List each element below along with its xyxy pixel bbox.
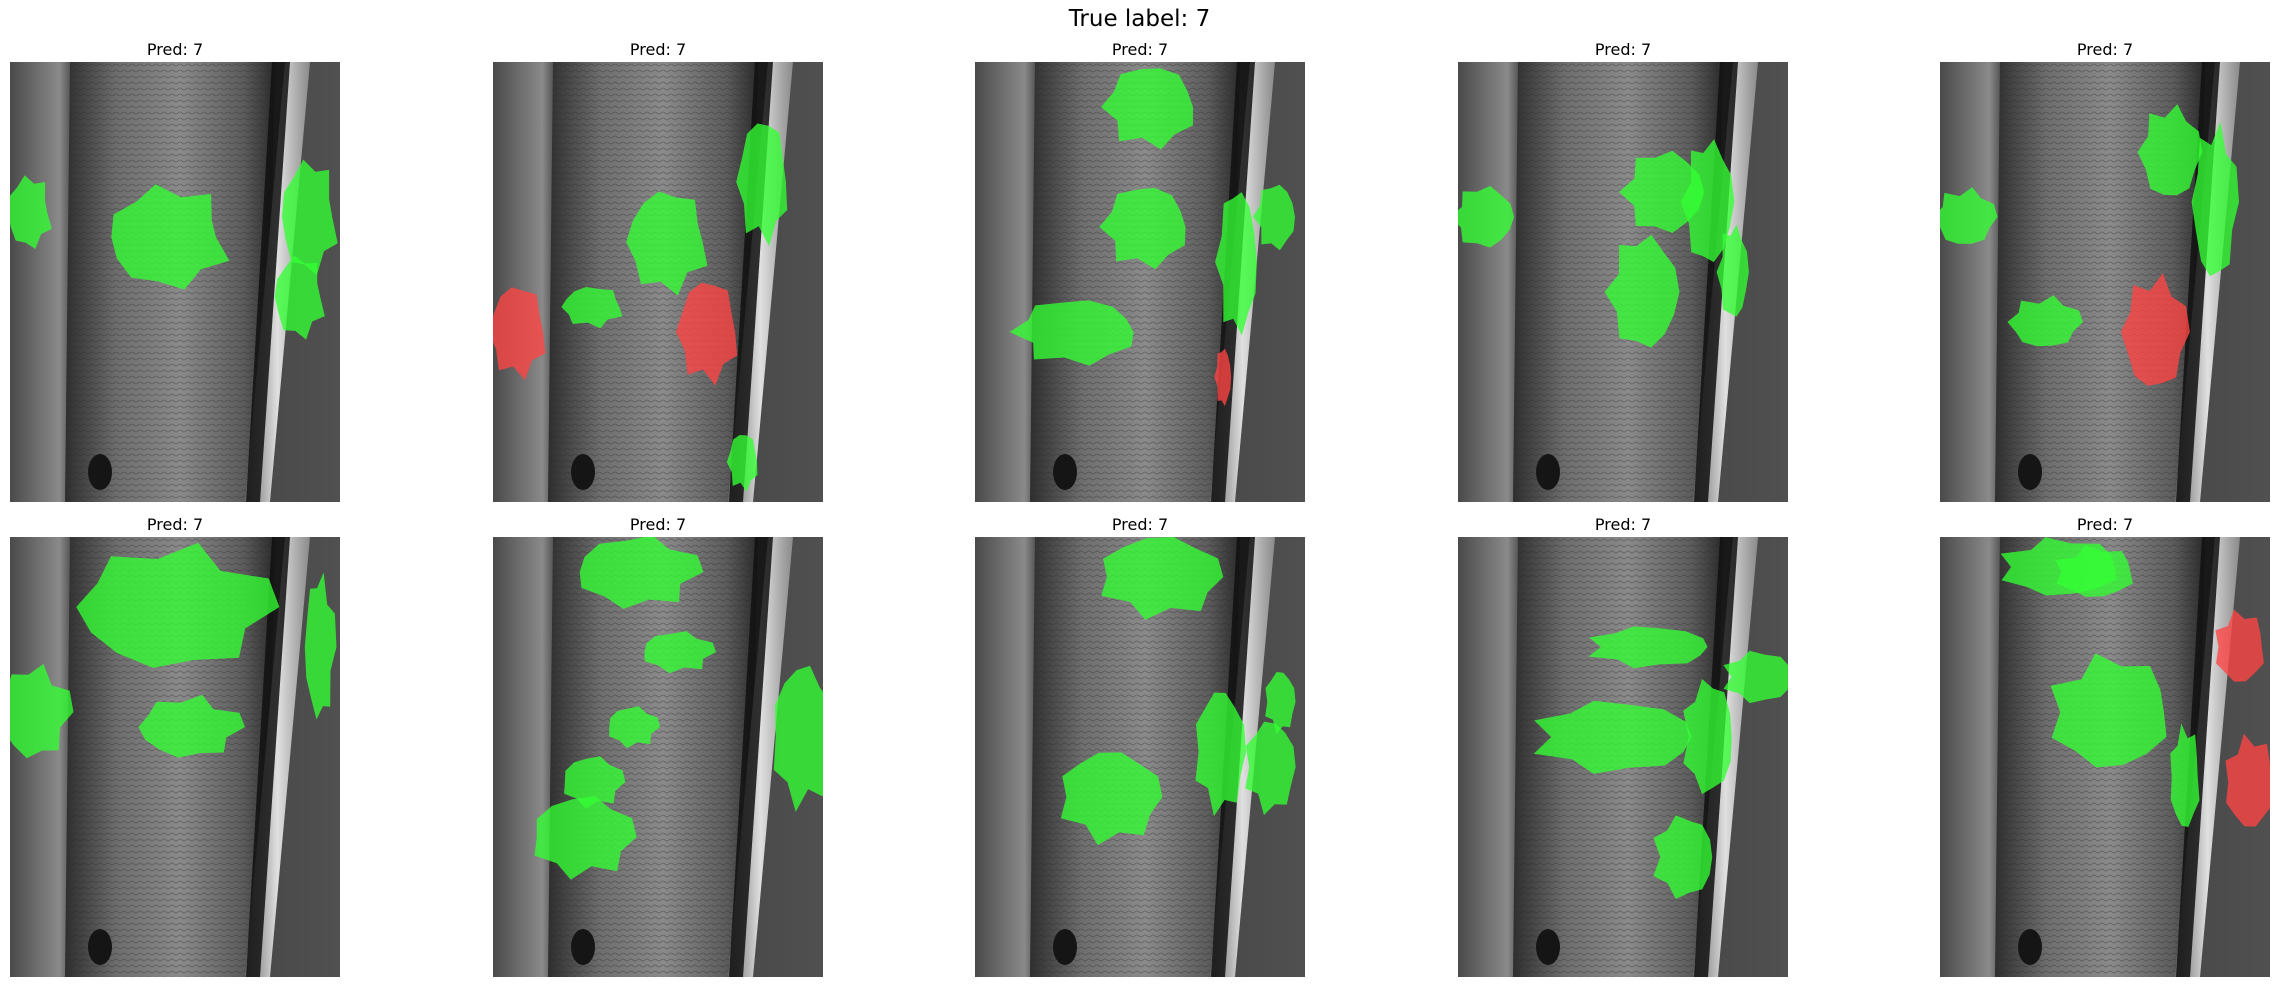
positive-overlay-region: [1215, 192, 1257, 336]
panel-title: Pred: 7: [1111, 515, 1169, 534]
bark-knot: [1536, 454, 1560, 490]
panel-title: Pred: 7: [1594, 40, 1652, 59]
positive-overlay-region: [1060, 752, 1163, 846]
positive-overlay-region: [2050, 653, 2167, 768]
positive-overlay-region: [1619, 150, 1705, 233]
bark-photo: [975, 62, 1305, 502]
image-panel: Pred: 7: [493, 515, 823, 977]
bark-knot: [88, 454, 112, 490]
positive-overlay-region: [609, 706, 661, 749]
pole-shadow: [729, 537, 773, 977]
image-panel: Pred: 7: [975, 515, 1305, 977]
positive-overlay-region: [1683, 679, 1732, 795]
bark-texture: [548, 537, 758, 977]
image-panel: Pred: 7: [10, 515, 340, 977]
bark-knot: [88, 929, 112, 965]
image-panel: Pred: 7: [10, 40, 340, 502]
bark-photo: [1940, 62, 2270, 502]
positive-overlay-region: [773, 665, 823, 812]
image-panel: Pred: 7: [493, 40, 823, 502]
positive-overlay-region: [626, 191, 708, 296]
positive-overlay-region: [1458, 185, 1515, 248]
positive-overlay-region: [1099, 187, 1186, 270]
positive-overlay-region: [1533, 700, 1692, 774]
panel-title: Pred: 7: [146, 40, 204, 59]
positive-overlay-region: [736, 123, 788, 247]
positive-overlay-region: [579, 537, 704, 609]
pole-shadow: [246, 537, 290, 977]
positive-overlay-region: [1680, 139, 1735, 263]
panel-title: Pred: 7: [629, 40, 687, 59]
positive-overlay-region: [1265, 672, 1296, 735]
positive-overlay-region: [10, 663, 74, 759]
panel-title: Pred: 7: [2076, 515, 2134, 534]
positive-overlay-region: [644, 631, 717, 674]
bark-photo: [1458, 62, 1788, 502]
positive-overlay-region: [274, 255, 325, 340]
panel-title: Pred: 7: [2076, 40, 2134, 59]
positive-overlay-region: [111, 184, 230, 290]
panel-title: Pred: 7: [629, 515, 687, 534]
positive-overlay-region: [76, 542, 280, 668]
positive-overlay-region: [1723, 650, 1788, 704]
positive-overlay-region: [726, 435, 758, 492]
positive-overlay-region: [2055, 545, 2133, 597]
bark-photo: [10, 537, 340, 977]
figure-title: True label: 7: [1068, 6, 1211, 32]
bark-photo: [1458, 537, 1788, 977]
bark-knot: [1053, 929, 1077, 965]
positive-overlay-region: [1716, 224, 1749, 317]
positive-overlay-region: [1101, 537, 1224, 620]
negative-overlay-region: [493, 287, 546, 381]
image-panel: Pred: 7: [1940, 515, 2270, 977]
positive-overlay-region: [1253, 184, 1295, 251]
negative-overlay-region: [676, 282, 738, 386]
bark-photo: [493, 62, 823, 502]
image-panel: Pred: 7: [1940, 40, 2270, 502]
pole-shadow: [2176, 537, 2220, 977]
panel-title: Pred: 7: [146, 515, 204, 534]
bark-photo: [10, 62, 340, 502]
negative-overlay-region: [2120, 273, 2190, 386]
positive-overlay-region: [2191, 121, 2239, 277]
bark-texture: [1030, 62, 1240, 502]
positive-overlay-region: [10, 175, 52, 249]
positive-overlay-region: [1588, 626, 1708, 669]
bark-knot: [571, 454, 595, 490]
panel-title: Pred: 7: [1594, 515, 1652, 534]
positive-overlay-region: [1245, 721, 1296, 816]
positive-overlay-region: [1940, 187, 1998, 244]
positive-overlay-region: [2007, 295, 2083, 347]
image-panel: Pred: 7: [975, 40, 1305, 502]
negative-overlay-region: [1214, 348, 1232, 407]
image-panel: Pred: 7: [1458, 40, 1788, 502]
pole-shadow: [246, 62, 290, 502]
bark-knot: [1053, 454, 1077, 490]
positive-overlay-region: [282, 159, 338, 276]
positive-overlay-region: [138, 694, 245, 758]
positive-overlay-region: [1653, 815, 1713, 899]
positive-overlay-region: [2170, 723, 2200, 827]
bark-knot: [1536, 929, 1560, 965]
positive-overlay-region: [561, 287, 623, 329]
bark-texture: [1030, 537, 1240, 977]
positive-overlay-region: [1195, 692, 1246, 817]
positive-overlay-region: [1009, 300, 1134, 366]
positive-overlay-region: [1604, 234, 1680, 348]
bark-knot: [571, 929, 595, 965]
positive-overlay-region: [1101, 68, 1193, 150]
bark-knot: [2018, 929, 2042, 965]
positive-overlay-region: [2137, 104, 2203, 196]
positive-overlay-region: [304, 572, 337, 720]
negative-overlay-region: [2225, 733, 2270, 827]
bark-photo: [1940, 537, 2270, 977]
bark-knot: [2018, 454, 2042, 490]
image-panel: Pred: 7: [1458, 515, 1788, 977]
positive-overlay-region: [534, 796, 637, 880]
bark-photo: [975, 537, 1305, 977]
bark-photo: [493, 537, 823, 977]
positive-overlay-region: [564, 756, 626, 809]
panel-title: Pred: 7: [1111, 40, 1169, 59]
negative-overlay-region: [2215, 609, 2264, 682]
